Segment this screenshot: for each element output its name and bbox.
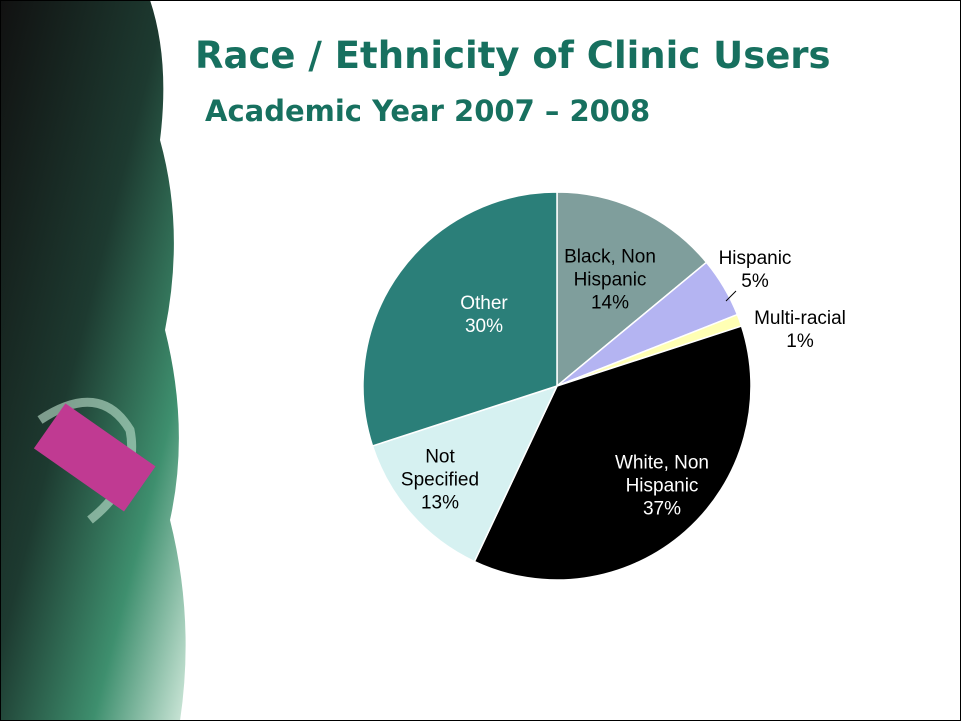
slice-label: Hispanic 5% xyxy=(700,247,810,293)
value-label: 13% xyxy=(420,492,460,514)
category-name: Hispanic xyxy=(718,248,792,269)
chalk-piece xyxy=(33,403,156,512)
category-name: Not Specified xyxy=(400,446,480,491)
leader-line xyxy=(725,290,737,302)
pie-slice xyxy=(556,191,708,388)
category-name: Black, Non Hispanic xyxy=(564,246,656,291)
value-label: 37% xyxy=(642,498,682,520)
pie-slice xyxy=(362,191,558,447)
pie-slice xyxy=(473,325,752,581)
category-name: Other xyxy=(460,293,508,314)
slice-label: Black, Non Hispanic 14% xyxy=(545,246,675,315)
category-name: Multi-racial xyxy=(754,308,846,329)
slice-label: White, Non Hispanic 37% xyxy=(587,452,737,521)
slice-label: Not Specified 13% xyxy=(385,446,495,515)
slice-label: Other 30% xyxy=(424,292,544,338)
chart-title: Race / Ethnicity of Clinic Users xyxy=(195,34,831,77)
value-label: 5% xyxy=(741,271,769,292)
pie xyxy=(362,191,752,581)
value-label: 14% xyxy=(590,292,630,314)
chart-subtitle: Academic Year 2007 – 2008 xyxy=(205,94,651,128)
category-name: White, Non Hispanic xyxy=(615,452,709,497)
slice-label: Multi-racial 1% xyxy=(735,307,865,353)
chalkboard-decoration xyxy=(0,0,186,721)
value-label: 30% xyxy=(464,316,504,337)
value-label: 1% xyxy=(786,331,814,352)
pie-slice xyxy=(371,384,559,563)
